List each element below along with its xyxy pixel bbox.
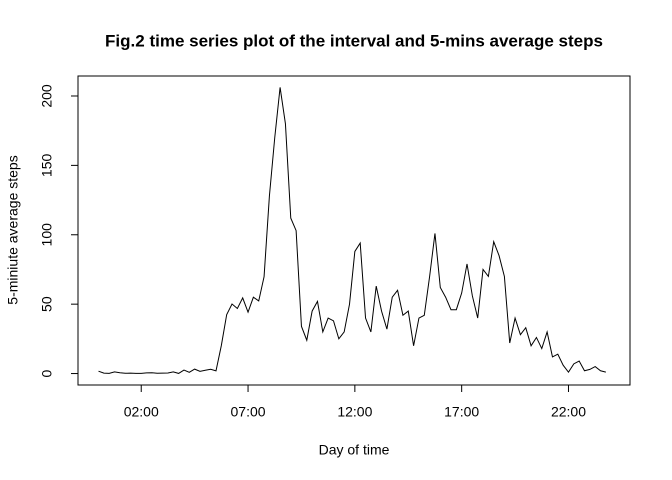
x-tick-label: 17:00 (444, 404, 479, 420)
plot-box (77, 75, 631, 386)
x-tick-label: 07:00 (231, 404, 266, 420)
y-axis-label: 5-miniute average steps (5, 155, 21, 304)
x-axis-label: Day of time (319, 442, 390, 458)
data-line (98, 87, 606, 374)
x-tick-label: 02:00 (124, 404, 159, 420)
y-tick-label: 100 (39, 223, 55, 247)
chart-title: Fig.2 time series plot of the interval a… (105, 31, 603, 50)
x-tick-label: 12:00 (337, 404, 372, 420)
y-tick-label: 150 (39, 153, 55, 177)
y-tick-label: 0 (39, 369, 55, 377)
x-tick-label: 22:00 (551, 404, 586, 420)
y-tick-label: 200 (39, 84, 55, 108)
y-tick-label: 50 (39, 296, 55, 312)
